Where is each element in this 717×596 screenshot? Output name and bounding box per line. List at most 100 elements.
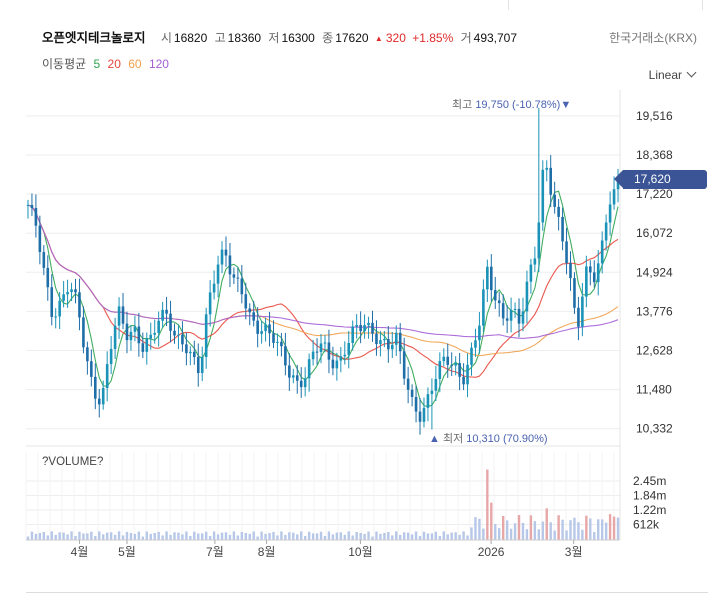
volume-bar [561, 519, 564, 540]
volume-bar [137, 531, 141, 540]
low-annotation-label: 최저 [442, 433, 464, 445]
volume-bar [395, 531, 398, 540]
candle-body [38, 225, 42, 253]
candle-body [521, 311, 525, 324]
candle-body [276, 341, 279, 343]
volume-bar [240, 531, 244, 540]
x-tick-label: 2026 [478, 545, 505, 559]
moving-average-lines [27, 190, 619, 408]
candle-body [327, 342, 331, 360]
candle-body [608, 204, 612, 223]
volume-bar [82, 533, 85, 540]
candle-body [101, 388, 105, 405]
volume-value: 493,707 [473, 31, 518, 45]
ma-line [27, 204, 619, 357]
y-tick-label: 14,924 [636, 265, 673, 279]
volume-bar [300, 531, 303, 540]
y-tick-label: 16,072 [636, 226, 673, 240]
y-tick-label: 18,368 [636, 148, 673, 162]
volume-bar [228, 534, 232, 540]
candle-body [216, 264, 220, 284]
volume-bar [367, 531, 370, 540]
candle-body [288, 365, 291, 378]
candle-body [470, 347, 473, 365]
candle-body [422, 407, 426, 422]
volume-bar [335, 532, 339, 540]
ma-legend[interactable]: 이동평균 5 20 60 120 [42, 55, 173, 72]
candle-body [596, 263, 600, 283]
candle-body [482, 289, 485, 326]
scale-dropdown[interactable]: Linear [649, 67, 697, 82]
candle-body [379, 340, 382, 345]
stock-name: 오픈엣지테크놀로지 [42, 31, 146, 45]
candle-body [490, 266, 493, 291]
volume-bar [517, 515, 521, 540]
candle-body [343, 354, 347, 357]
volume-tick-label: 612k [633, 518, 660, 532]
volume-bar [288, 532, 291, 540]
volume-bar [173, 532, 176, 540]
candle-body [169, 313, 172, 331]
ma-legend-item: 20 [107, 57, 121, 71]
volume-bar [94, 535, 97, 540]
candle-body [303, 378, 307, 388]
candle-body [295, 375, 299, 381]
volume-bar [102, 534, 105, 540]
volume-bar [98, 531, 101, 540]
candle-body [434, 379, 438, 391]
volume-bar [501, 515, 505, 540]
volume-tick-label: 1.84m [633, 489, 666, 503]
candle-body [430, 390, 434, 395]
candle-body [133, 326, 137, 332]
volume-bar [133, 533, 137, 540]
volume-bar [474, 517, 477, 540]
volume-bar [58, 532, 61, 540]
volume-bar [521, 522, 525, 540]
candle-body [331, 359, 335, 369]
volume-bar [153, 532, 156, 540]
ma-line [27, 204, 619, 378]
volume-bar [292, 532, 295, 540]
volume-bar [478, 518, 481, 540]
candle-body [478, 325, 481, 341]
volume-bar [74, 535, 77, 540]
volume-bar [450, 532, 453, 540]
close-label: 종 [322, 31, 334, 45]
candle-body [553, 194, 556, 207]
volume-bar [165, 531, 168, 540]
candle-body [347, 342, 351, 355]
candle-body [462, 376, 465, 385]
volume-bar [54, 534, 57, 540]
candle-body [604, 222, 608, 241]
ma-legend-item: 60 [128, 57, 142, 71]
volume-bar [513, 523, 517, 540]
candle-body [129, 331, 133, 341]
volume-bar [323, 535, 327, 540]
candle-body [228, 255, 232, 275]
volume-bar [418, 536, 422, 540]
volume-panel-title: ?VOLUME? [42, 456, 104, 468]
top-separator [702, 0, 703, 10]
volume-bar [193, 531, 196, 540]
candle-body [189, 351, 192, 354]
candle-body [50, 287, 54, 317]
candle-body [585, 266, 588, 297]
volume-bar [343, 534, 346, 540]
volume-bar [216, 534, 220, 540]
candle-body [208, 292, 212, 315]
candle-body [62, 294, 65, 301]
volume-bar [26, 536, 30, 540]
y-tick-label: 19,516 [636, 109, 673, 123]
volume-bar [38, 532, 42, 540]
low-annotation: ▲ 최저 10,310 (70.90%) [429, 430, 548, 446]
change-percent: +1.85% [412, 31, 454, 45]
volume-bar [391, 535, 394, 540]
candle-body [545, 167, 549, 170]
volume-bar [46, 535, 49, 540]
ma-line [27, 190, 619, 408]
volume-bar [597, 519, 600, 540]
volume-bar [589, 518, 592, 540]
candle-body [367, 322, 370, 326]
volume-bar [565, 530, 568, 540]
